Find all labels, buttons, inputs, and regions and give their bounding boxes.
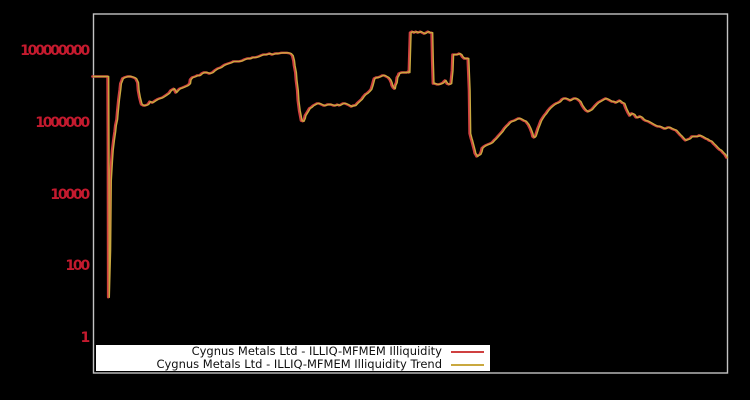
- y-tick-label-1e8: 100000000: [20, 42, 90, 59]
- y-tick-label-1e2: 100: [65, 258, 90, 275]
- legend-label-illiquidity: Cygnus Metals Ltd - ILLIQ-MFMEM Illiquid…: [191, 344, 442, 358]
- legend-entry-illiquidity: Cygnus Metals Ltd - ILLIQ-MFMEM Illiquid…: [96, 345, 490, 358]
- legend-line-sample-gold: [451, 363, 484, 366]
- y-tick-label-1e0: 1: [80, 330, 90, 347]
- y-tick-label-1e6: 1000000: [35, 114, 90, 131]
- legend-entry-trend: Cygnus Metals Ltd - ILLIQ-MFMEM Illiquid…: [96, 358, 490, 371]
- legend: Cygnus Metals Ltd - ILLIQ-MFMEM Illiquid…: [96, 345, 490, 371]
- legend-label-trend: Cygnus Metals Ltd - ILLIQ-MFMEM Illiquid…: [156, 357, 442, 371]
- y-tick-label-1e4: 10000: [50, 186, 90, 203]
- legend-line-sample-red: [451, 350, 484, 353]
